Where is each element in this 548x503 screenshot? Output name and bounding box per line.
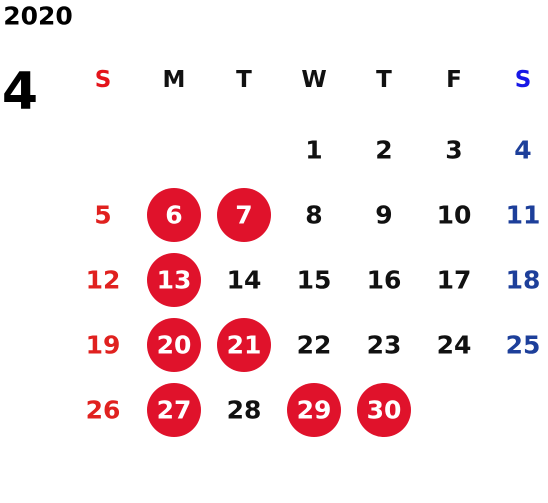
- day-number: 3: [445, 136, 462, 165]
- day-circle: [217, 188, 271, 242]
- day-number: 25: [506, 331, 541, 360]
- day-number: 20: [157, 331, 192, 360]
- day-number: 17: [437, 266, 472, 295]
- weekday-label: F: [446, 67, 462, 93]
- day-number: 15: [297, 266, 332, 295]
- weekday-label: S: [515, 67, 532, 93]
- day-number: 23: [367, 331, 402, 360]
- day-number: 11: [506, 201, 541, 230]
- day-number: 10: [437, 201, 472, 230]
- day-number: 18: [506, 266, 541, 295]
- day-number: 13: [157, 266, 192, 295]
- day-circle: [147, 188, 201, 242]
- day-number: 22: [297, 331, 332, 360]
- day-circle: [147, 253, 201, 307]
- weekday-label: M: [163, 67, 186, 93]
- day-number: 27: [157, 396, 192, 425]
- day-circle: [357, 383, 411, 437]
- day-number: 7: [235, 201, 252, 230]
- day-number: 28: [227, 396, 262, 425]
- day-number: 12: [86, 266, 121, 295]
- weekday-label: T: [376, 67, 392, 93]
- day-number: 21: [227, 331, 262, 360]
- day-number: 24: [437, 331, 472, 360]
- day-circle: [147, 318, 201, 372]
- day-number: 16: [367, 266, 402, 295]
- day-number: 8: [305, 201, 322, 230]
- day-number: 26: [86, 396, 121, 425]
- day-number: 4: [514, 136, 531, 165]
- day-number: 30: [367, 396, 402, 425]
- day-number: 6: [165, 201, 182, 230]
- month: 4: [2, 62, 38, 122]
- day-number: 1: [305, 136, 322, 165]
- day-number: 9: [375, 201, 392, 230]
- year: 2020: [3, 2, 73, 31]
- day-number: 2: [375, 136, 392, 165]
- day-number: 19: [86, 331, 121, 360]
- day-number: 29: [297, 396, 332, 425]
- day-circle: [147, 383, 201, 437]
- day-circle: [217, 318, 271, 372]
- day-number: 14: [227, 266, 262, 295]
- weekday-label: T: [236, 67, 252, 93]
- day-number: 5: [94, 201, 111, 230]
- weekday-label: S: [95, 67, 112, 93]
- weekday-label: W: [301, 67, 326, 93]
- day-circle: [287, 383, 341, 437]
